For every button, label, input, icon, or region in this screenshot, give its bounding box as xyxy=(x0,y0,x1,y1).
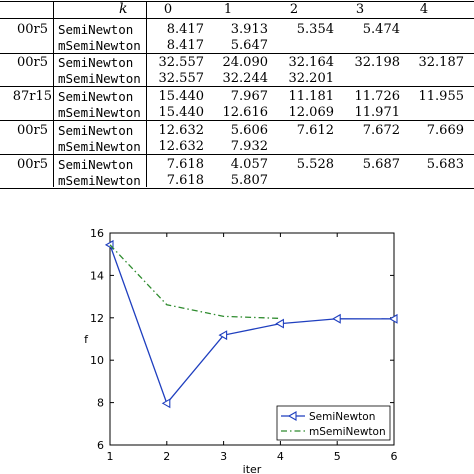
table-cell-value: 7.669 xyxy=(426,123,464,138)
table-cell-value: 12.616 xyxy=(222,105,269,120)
legend-label: mSemiNewton xyxy=(309,426,386,438)
y-tick-label: 6 xyxy=(97,439,104,452)
method-label: mSemiNewton xyxy=(58,38,141,53)
table-cell-value: 11.971 xyxy=(354,105,401,120)
table-cell-value: 7.618 xyxy=(166,173,204,188)
series-point-SemiNewton xyxy=(218,330,228,341)
y-tick-label: 10 xyxy=(90,354,104,367)
table-cell-value: 5.683 xyxy=(426,157,464,172)
chart-canvas: 1 2 3 4 5 66810121416iterfSemiNewtonmSemiNewt… xyxy=(84,227,398,474)
method-label: mSemiNewton xyxy=(58,173,141,188)
header-k-label: k xyxy=(119,1,128,17)
plot-area-frame xyxy=(109,232,395,446)
x-tick-label: 5 xyxy=(334,450,341,463)
method-label: mSemiNewton xyxy=(58,105,141,120)
table-cell-value: 4.057 xyxy=(230,157,268,172)
problem-label: 87r15 xyxy=(12,89,52,104)
table-cell-value: 5.807 xyxy=(230,173,268,188)
table-rule xyxy=(0,53,474,54)
table-cell-value: 8.417 xyxy=(166,22,204,37)
table-cell-value: 7.612 xyxy=(296,123,334,138)
header-column: 4 xyxy=(419,2,429,17)
problem-label: 00r5 xyxy=(16,123,48,138)
x-tick-label: 6 xyxy=(391,450,398,463)
table-cell-value: 5.647 xyxy=(230,38,268,53)
y-tick-label: 14 xyxy=(90,269,104,282)
problem-label: 00r5 xyxy=(16,157,48,172)
table-cell-value: 32.164 xyxy=(288,55,335,70)
table-cell-value: 15.440 xyxy=(158,89,205,104)
y-tick-label: 16 xyxy=(90,227,104,240)
table-divider xyxy=(146,1,147,187)
table-rule xyxy=(0,86,474,87)
table-cell-value: 5.354 xyxy=(296,22,334,37)
table-cell-value: 32.557 xyxy=(158,71,205,86)
method-label: SemiNewton xyxy=(58,89,134,104)
table-cell-value: 32.198 xyxy=(354,55,401,70)
x-tick-label: 1 xyxy=(107,450,114,463)
table-cell-value: 12.632 xyxy=(158,123,205,138)
y-tick-label: 8 xyxy=(97,397,104,410)
results-table: k 0 1 2 3 4 00r5 SemiNewton 8.417 3.913 5.354 5.474… xyxy=(0,0,474,189)
table-cell-value: 12.069 xyxy=(288,105,335,120)
series-point-SemiNewton xyxy=(161,398,171,409)
method-label: SemiNewton xyxy=(58,123,134,138)
table-cell-value: 11.955 xyxy=(418,89,465,104)
table-rule xyxy=(0,120,474,121)
y-tick-label: 12 xyxy=(90,312,104,325)
series-line-SemiNewton xyxy=(109,244,395,405)
x-tick-label: 2 xyxy=(163,450,170,463)
table-cell-value: 32.201 xyxy=(288,71,335,86)
table-rule xyxy=(0,18,474,19)
table-cell-value: 5.687 xyxy=(362,157,400,172)
x-tick-label: 4 xyxy=(277,450,284,463)
table-cell-value: 11.181 xyxy=(288,89,335,104)
table-cell-value: 12.632 xyxy=(158,139,205,154)
method-label: SemiNewton xyxy=(58,157,134,172)
table-cell-value: 7.672 xyxy=(362,123,400,138)
series-point-SemiNewton xyxy=(332,313,341,324)
problem-label: 00r5 xyxy=(16,55,48,70)
method-label: mSemiNewton xyxy=(58,71,141,86)
method-label: SemiNewton xyxy=(58,55,134,70)
header-column: 0 xyxy=(163,2,173,17)
x-tick-label: 3 xyxy=(220,450,227,463)
table-rule xyxy=(0,154,474,155)
series-point-SemiNewton xyxy=(388,313,398,324)
method-label: SemiNewton xyxy=(58,22,134,37)
header-column: 2 xyxy=(289,2,299,17)
header-column: 1 xyxy=(223,2,233,17)
table-cell-value: 32.557 xyxy=(158,55,205,70)
table-cell-value: 32.244 xyxy=(222,71,269,86)
table-cell-value: 7.967 xyxy=(230,89,268,104)
legend-marker xyxy=(287,411,297,421)
table-cell-value: 7.618 xyxy=(166,157,204,172)
x-axis-label: iter xyxy=(243,463,262,474)
y-axis-label: f xyxy=(84,333,89,346)
convergence-chart: 1 2 3 4 5 6 6 8 10 12 14 16 iter f SemiNewton mSemiNewt… xyxy=(0,200,474,474)
table-cell-value: 11.726 xyxy=(354,89,401,104)
series-line-mSemiNewton xyxy=(109,244,281,320)
table-cell-value: 3.913 xyxy=(230,22,268,37)
table-cell-value: 32.187 xyxy=(418,55,465,70)
table-rule xyxy=(0,1,474,2)
table-cell-value: 5.606 xyxy=(230,123,268,138)
header-column: 3 xyxy=(355,2,365,17)
table-cell-value: 8.417 xyxy=(166,38,204,53)
problem-label: 00r5 xyxy=(16,22,48,37)
method-label: mSemiNewton xyxy=(58,139,141,154)
table-cell-value: 7.932 xyxy=(230,139,268,154)
legend-label: SemiNewton xyxy=(309,411,375,423)
table-cell-value: 24.090 xyxy=(222,55,269,70)
table-cell-value: 15.440 xyxy=(158,105,205,120)
series-point-SemiNewton xyxy=(275,318,284,329)
table-divider xyxy=(53,1,54,187)
table-rule xyxy=(0,188,474,189)
table-cell-value: 5.474 xyxy=(362,22,400,37)
table-cell-value: 5.528 xyxy=(296,157,334,172)
